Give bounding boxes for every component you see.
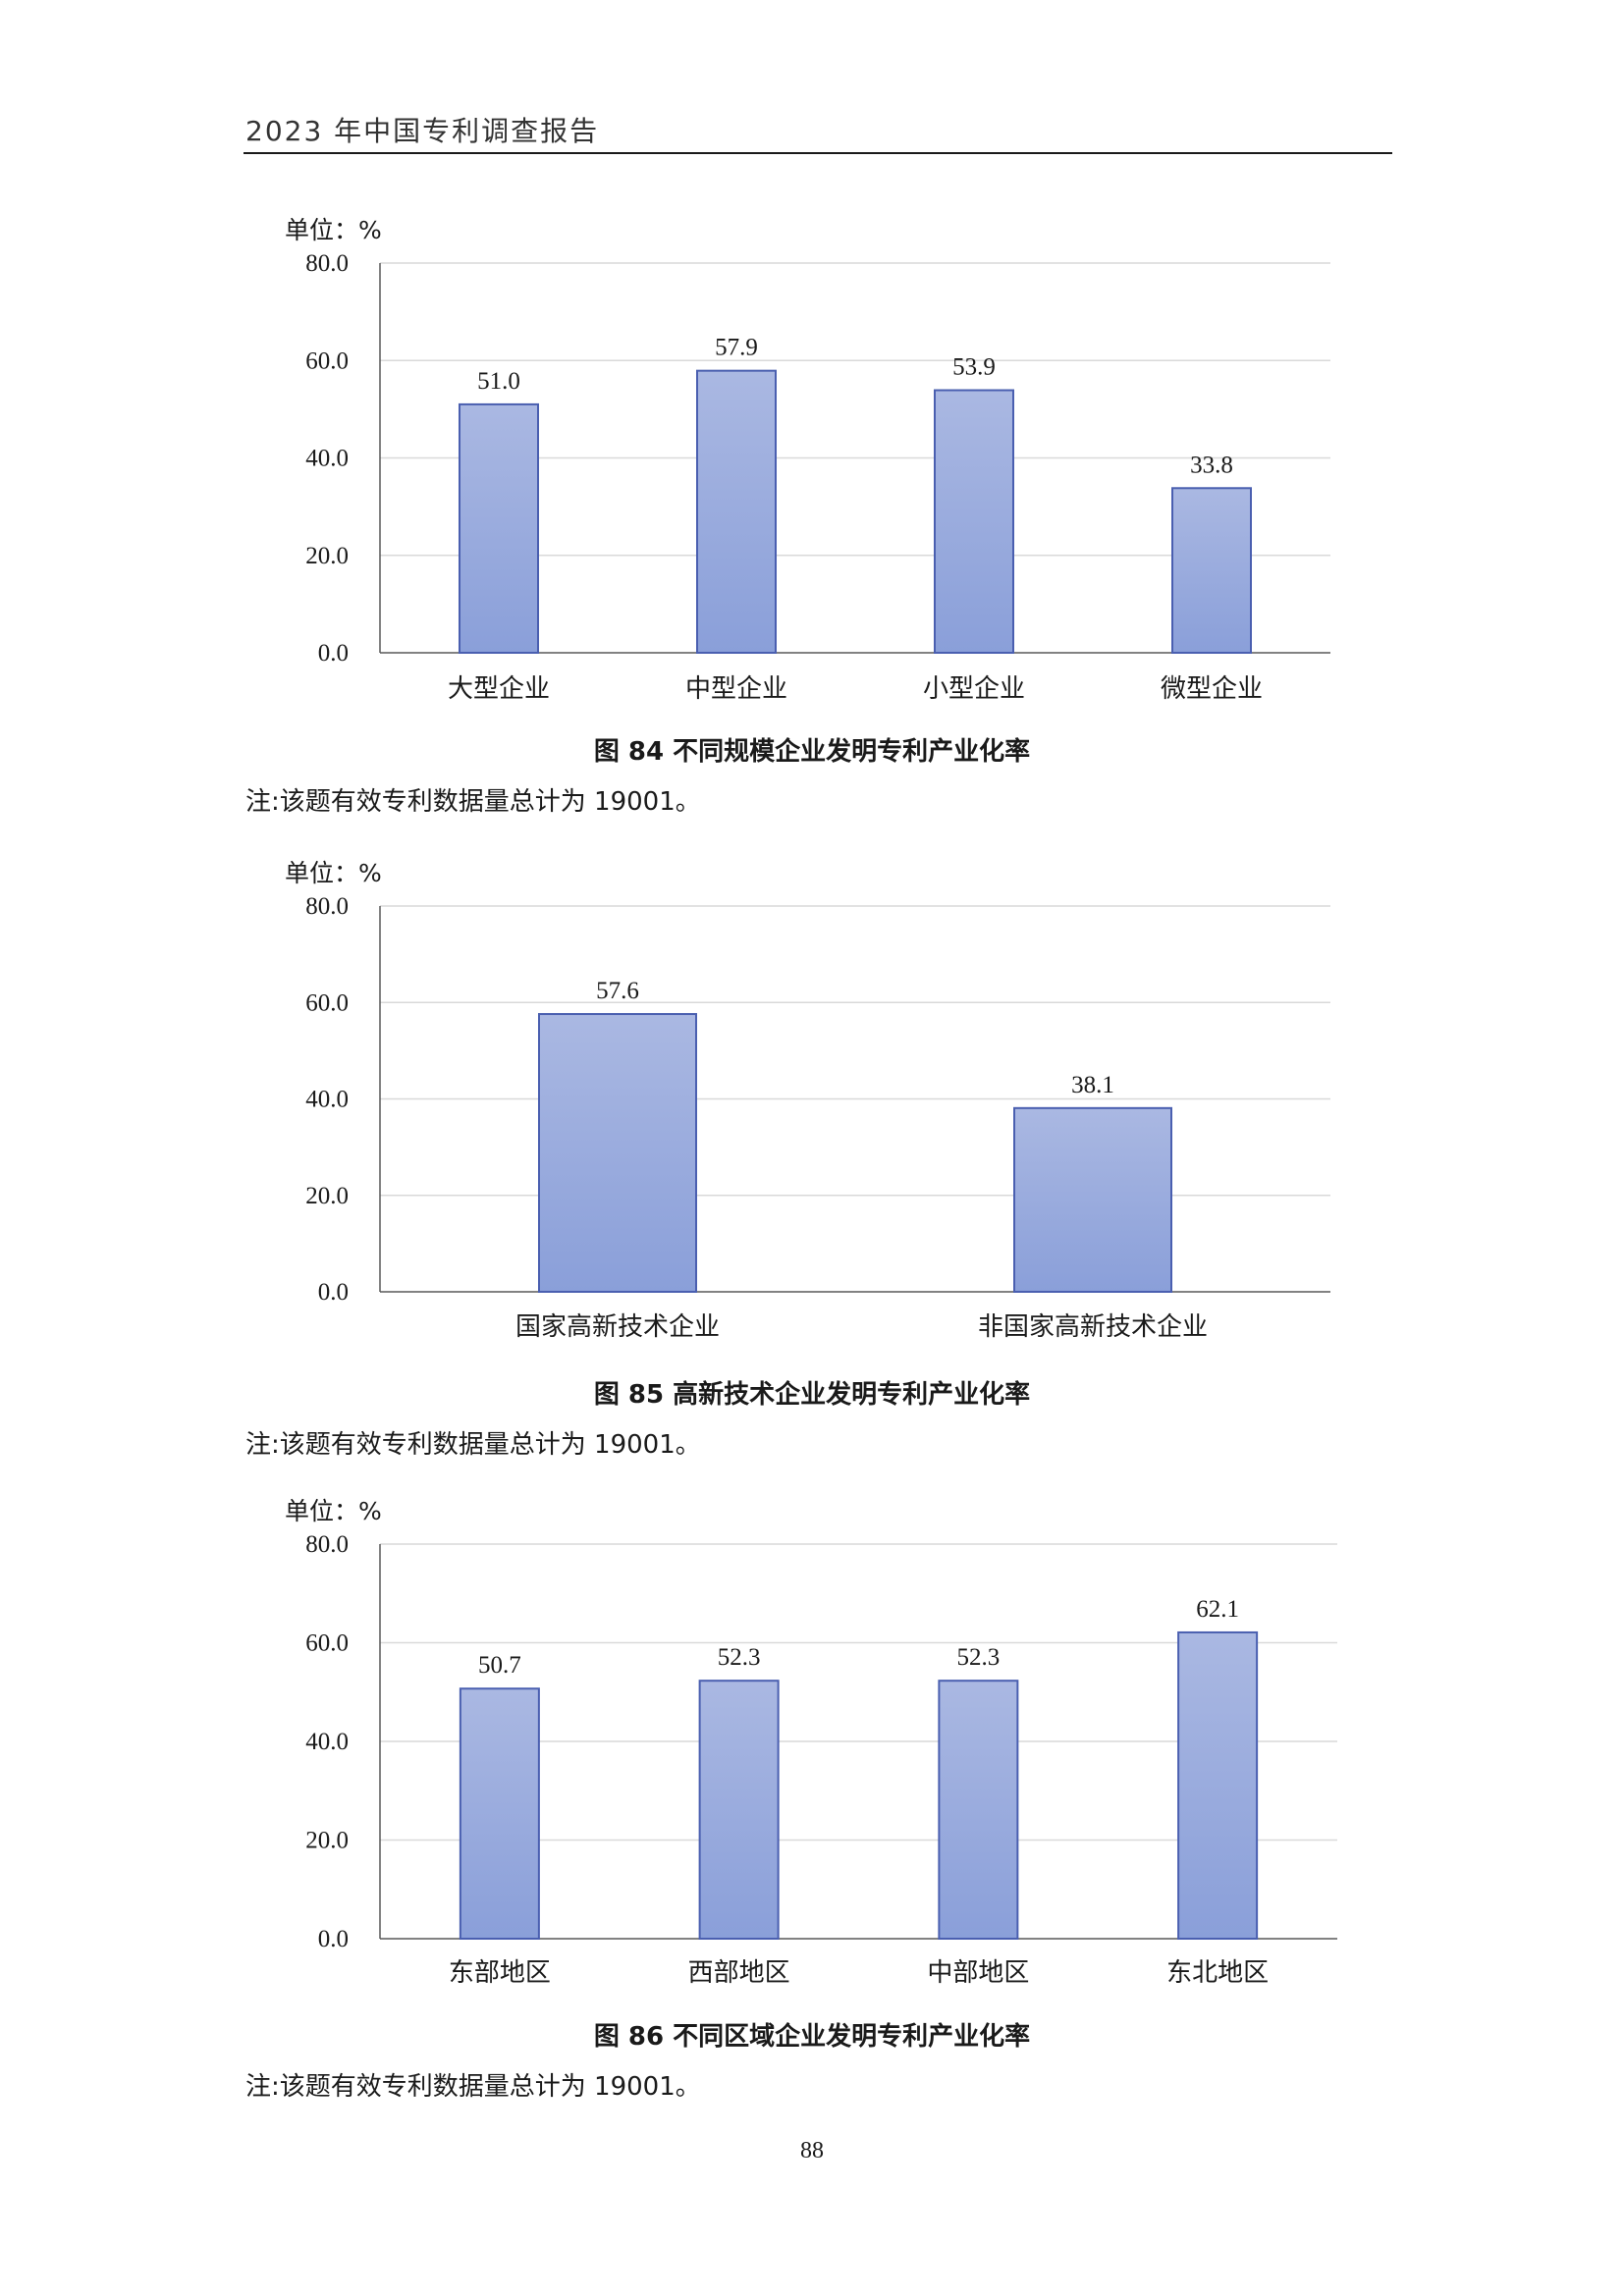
bar bbox=[1013, 1106, 1172, 1293]
data-label: 52.3 bbox=[718, 1644, 761, 1671]
category-label: 西部地区 bbox=[688, 1958, 790, 1988]
bar-chart-enterprise-size: 单位：% 0.0 20.0 40.0 60.0 80.0 51.0 大型企业 57.9 中型企业… bbox=[285, 216, 1330, 704]
bar bbox=[538, 1013, 697, 1294]
data-label: 53.9 bbox=[952, 354, 996, 381]
bar bbox=[1177, 1630, 1259, 1940]
y-tick-label: 80.0 bbox=[305, 1531, 349, 1558]
y-tick-label: 60.0 bbox=[305, 989, 349, 1016]
y-tick-label: 40.0 bbox=[305, 1729, 349, 1755]
bar bbox=[459, 1687, 540, 1941]
category-label: 中部地区 bbox=[927, 1958, 1029, 1988]
y-tick-label: 0.0 bbox=[318, 1279, 349, 1306]
page-number: 88 bbox=[800, 2138, 824, 2163]
data-label: 62.1 bbox=[1196, 1596, 1239, 1623]
y-tick-label: 20.0 bbox=[305, 543, 349, 569]
bar bbox=[1171, 487, 1252, 654]
y-tick-label: 80.0 bbox=[305, 893, 349, 920]
data-label: 51.0 bbox=[477, 368, 520, 395]
category-label: 微型企业 bbox=[1161, 674, 1263, 704]
category-label: 小型企业 bbox=[923, 674, 1025, 704]
bar bbox=[698, 1680, 780, 1940]
bar bbox=[696, 369, 777, 654]
category-label: 东北地区 bbox=[1166, 1958, 1269, 1988]
chart-note: 注:该题有效专利数据量总计为 19001。 bbox=[245, 1430, 701, 1460]
y-tick-label: 80.0 bbox=[305, 250, 349, 277]
chart-note: 注:该题有效专利数据量总计为 19001。 bbox=[245, 787, 701, 817]
y-tick-label: 0.0 bbox=[318, 1926, 349, 1952]
category-label: 非国家高新技术企业 bbox=[978, 1312, 1208, 1342]
data-label: 33.8 bbox=[1190, 452, 1233, 478]
bar-chart-region: 单位：% 0.0 20.0 40.0 60.0 80.0 50.7 东部地区 52.3 西部地区… bbox=[285, 1497, 1337, 1988]
bar bbox=[938, 1680, 1019, 1940]
report-header-title: 2023 年中国专利调查报告 bbox=[245, 115, 600, 147]
unit-label: 单位：% bbox=[285, 859, 382, 887]
header-divider bbox=[244, 152, 1392, 154]
chart-caption: 图 86 不同区域企业发明专利产业化率 bbox=[593, 2022, 1031, 2052]
y-tick-label: 40.0 bbox=[305, 1087, 349, 1113]
chart-caption: 图 85 高新技术企业发明专利产业化率 bbox=[593, 1380, 1031, 1410]
bar bbox=[459, 402, 539, 654]
y-tick-label: 40.0 bbox=[305, 446, 349, 472]
chart-caption: 图 84 不同规模企业发明专利产业化率 bbox=[593, 737, 1031, 767]
y-tick-label: 20.0 bbox=[305, 1828, 349, 1854]
y-tick-label: 20.0 bbox=[305, 1183, 349, 1209]
bar-chart-high-tech: 单位：% 0.0 20.0 40.0 60.0 80.0 57.6 国家高新技术企业 38.1… bbox=[285, 859, 1330, 1342]
category-label: 大型企业 bbox=[448, 674, 550, 704]
y-tick-label: 60.0 bbox=[305, 1630, 349, 1657]
data-label: 38.1 bbox=[1071, 1072, 1114, 1098]
y-tick-label: 60.0 bbox=[305, 347, 349, 374]
category-label: 中型企业 bbox=[685, 674, 787, 704]
category-label: 东部地区 bbox=[449, 1958, 551, 1988]
data-label: 57.6 bbox=[596, 978, 639, 1004]
chart-note: 注:该题有效专利数据量总计为 19001。 bbox=[245, 2072, 701, 2102]
data-label: 57.9 bbox=[715, 335, 758, 361]
bar bbox=[934, 389, 1014, 654]
unit-label: 单位：% bbox=[285, 216, 382, 244]
data-label: 52.3 bbox=[957, 1644, 1001, 1671]
data-label: 50.7 bbox=[478, 1652, 521, 1679]
category-label: 国家高新技术企业 bbox=[515, 1312, 720, 1342]
y-tick-label: 0.0 bbox=[318, 640, 349, 667]
unit-label: 单位：% bbox=[285, 1497, 382, 1525]
